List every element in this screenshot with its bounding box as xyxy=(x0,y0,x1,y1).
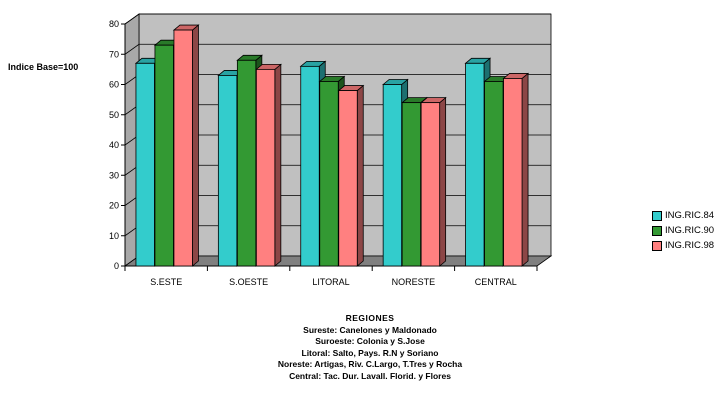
bar-side xyxy=(274,63,282,267)
bar xyxy=(420,102,441,267)
x-tick-label: NORESTE xyxy=(392,277,436,287)
x-tick-label: LITORAL xyxy=(312,277,349,287)
notes-line: Central: Tac. Dur. Lavall. Florid. y Flo… xyxy=(289,370,451,381)
y-tick-label: 50 xyxy=(109,110,119,120)
bar xyxy=(217,75,238,267)
bar xyxy=(135,62,155,267)
gridline xyxy=(124,43,551,55)
bar xyxy=(154,44,174,267)
legend-swatch-98 xyxy=(652,240,662,251)
notes-line: Litoral: Salto, Pays. R.N y Soriano xyxy=(301,347,439,358)
bar xyxy=(236,59,257,267)
bar xyxy=(401,102,422,267)
bar xyxy=(255,68,276,267)
legend-item-98: ING.RIC.98 xyxy=(652,238,722,253)
legend-swatch-84 xyxy=(652,210,662,221)
y-axis-title: Indice Base=100 xyxy=(8,62,79,72)
x-tick-label: S.ESTE xyxy=(150,277,182,287)
x-tick-label: S.OESTE xyxy=(229,277,268,287)
y-tick-label: 60 xyxy=(109,80,119,90)
y-tick-label: 70 xyxy=(109,49,119,59)
bar xyxy=(465,62,485,267)
bar xyxy=(484,81,504,267)
legend-item-84: ING.RIC.84 xyxy=(652,208,722,223)
bar-side xyxy=(521,72,529,267)
bar xyxy=(300,65,320,267)
gridline xyxy=(124,13,551,25)
regions-notes: REGIONES Sureste: Canelones y Maldonado … xyxy=(140,313,600,383)
legend-swatch-90 xyxy=(652,225,662,236)
notes-line: Suroeste: Colonia y S.Jose xyxy=(315,336,425,347)
legend: ING.RIC.84 ING.RIC.90 ING.RIC.98 xyxy=(652,208,722,253)
y-tick-label: 20 xyxy=(109,201,119,211)
bar-side xyxy=(356,84,364,267)
x-tick-label: CENTRAL xyxy=(475,277,517,287)
notes-title: REGIONES xyxy=(345,313,395,323)
bar xyxy=(319,81,339,267)
bar xyxy=(338,90,358,267)
y-tick-label: 0 xyxy=(114,261,119,271)
notes-line: Noreste: Artigas, Riv. C.Largo, T.Tres y… xyxy=(277,359,463,370)
bar xyxy=(382,84,403,267)
y-tick-label: 30 xyxy=(109,170,119,180)
bar xyxy=(173,29,193,267)
legend-label-90: ING.RIC.90 xyxy=(665,225,715,236)
bar xyxy=(503,78,523,267)
notes-line: Sureste: Canelones y Maldonado xyxy=(303,324,437,335)
legend-label-98: ING.RIC.98 xyxy=(665,240,715,251)
y-tick-label: 10 xyxy=(109,231,119,241)
bar-side xyxy=(192,24,199,267)
legend-item-90: ING.RIC.90 xyxy=(652,223,722,238)
y-tick-label: 40 xyxy=(109,140,119,150)
y-tick-label: 80 xyxy=(109,19,119,29)
bar-side xyxy=(439,96,447,267)
legend-label-84: ING.RIC.84 xyxy=(665,210,715,221)
